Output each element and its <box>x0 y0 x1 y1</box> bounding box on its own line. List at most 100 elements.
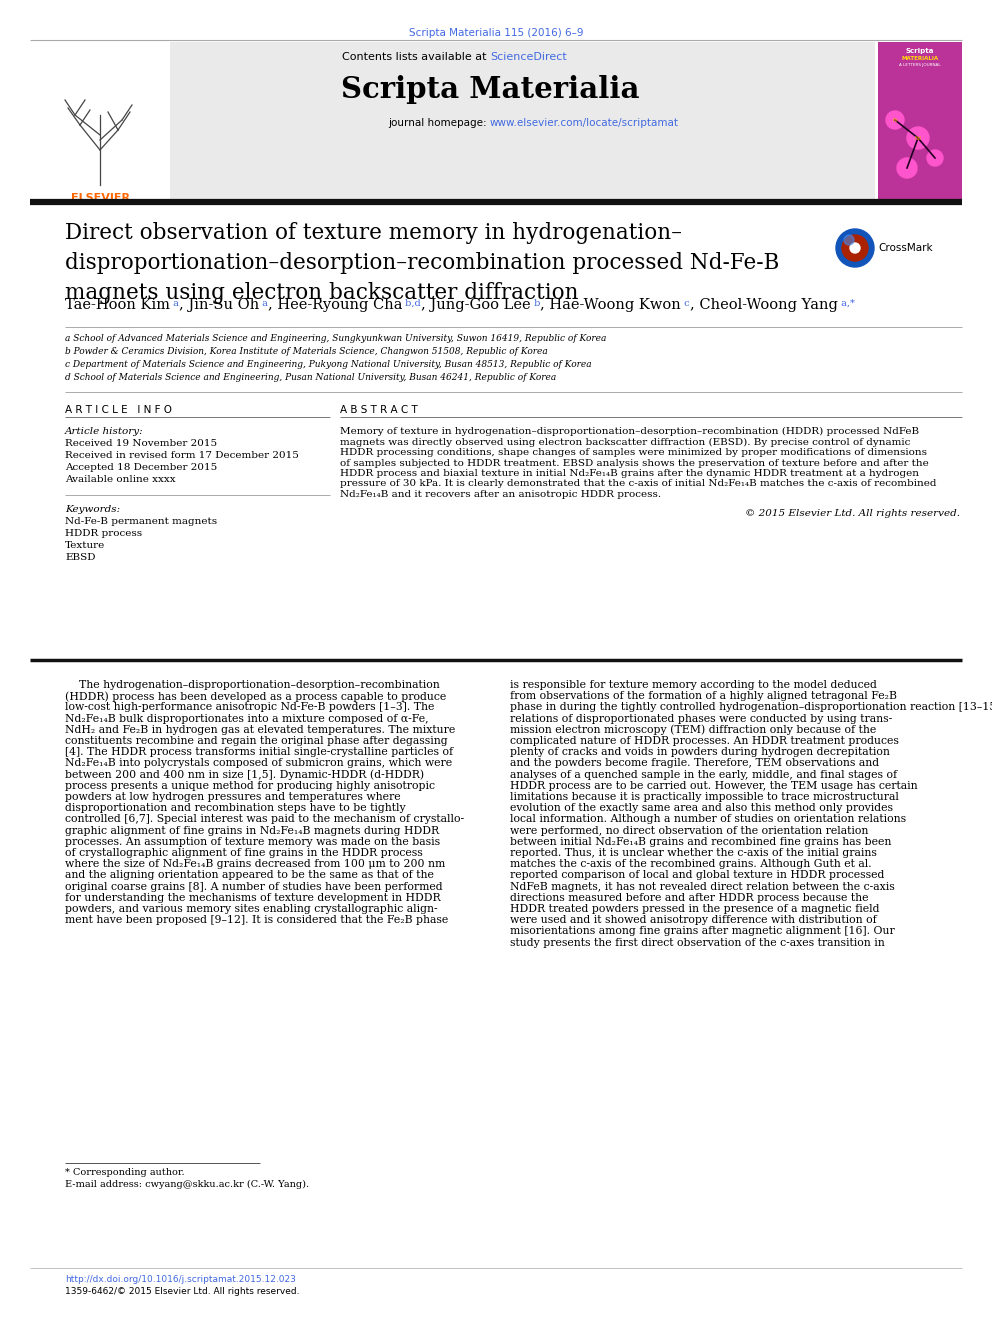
Text: from observations of the formation of a highly aligned tetragonal Fe₂B: from observations of the formation of a … <box>510 691 897 701</box>
Text: [4]. The HDDR process transforms initial single-crystalline particles of: [4]. The HDDR process transforms initial… <box>65 747 453 757</box>
Text: , Hee-Ryoung Cha: , Hee-Ryoung Cha <box>268 298 403 312</box>
Text: c Department of Materials Science and Engineering, Pukyong National University, : c Department of Materials Science and En… <box>65 360 591 369</box>
Text: © 2015 Elsevier Ltd. All rights reserved.: © 2015 Elsevier Ltd. All rights reserved… <box>745 508 960 517</box>
Text: MATERIALIA: MATERIALIA <box>902 56 938 61</box>
Text: powders, and various memory sites enabling crystallographic align-: powders, and various memory sites enabli… <box>65 904 437 914</box>
Text: EBSD: EBSD <box>65 553 95 562</box>
Circle shape <box>927 149 943 165</box>
Text: local information. Although a number of studies on orientation relations: local information. Although a number of … <box>510 815 906 824</box>
Text: study presents the first direct observation of the c-axes transition in: study presents the first direct observat… <box>510 938 885 947</box>
Text: of samples subjected to HDDR treatment. EBSD analysis shows the preservation of : of samples subjected to HDDR treatment. … <box>340 459 929 467</box>
Text: between initial Nd₂Fe₁₄B grains and recombined fine grains has been: between initial Nd₂Fe₁₄B grains and reco… <box>510 837 892 847</box>
Text: a School of Advanced Materials Science and Engineering, Sungkyunkwan University,: a School of Advanced Materials Science a… <box>65 333 606 343</box>
Text: Keywords:: Keywords: <box>65 505 120 515</box>
Circle shape <box>897 157 917 179</box>
Text: and the powders become fragile. Therefore, TEM observations and: and the powders become fragile. Therefor… <box>510 758 879 769</box>
Text: complicated nature of HDDR processes. An HDDR treatment produces: complicated nature of HDDR processes. An… <box>510 736 899 746</box>
Bar <box>30 42 875 200</box>
Text: A LETTERS JOURNAL: A LETTERS JOURNAL <box>899 64 940 67</box>
Text: relations of disproportionated phases were conducted by using trans-: relations of disproportionated phases we… <box>510 713 892 724</box>
Text: were used and it showed anisotropy difference with distribution of: were used and it showed anisotropy diffe… <box>510 916 877 925</box>
Text: , Jin-Su Oh: , Jin-Su Oh <box>179 298 259 312</box>
Text: magnets was directly observed using electron backscatter diffraction (EBSD). By : magnets was directly observed using elec… <box>340 438 911 447</box>
Text: limitations because it is practically impossible to trace microstructural: limitations because it is practically im… <box>510 792 899 802</box>
Text: Fe: Fe <box>892 118 898 123</box>
Text: NdH₂ and Fe₂B in hydrogen gas at elevated temperatures. The mixture: NdH₂ and Fe₂B in hydrogen gas at elevate… <box>65 725 455 734</box>
Text: Available online xxxx: Available online xxxx <box>65 475 176 484</box>
Text: b Powder & Ceramics Division, Korea Institute of Materials Science, Changwon 515: b Powder & Ceramics Division, Korea Inst… <box>65 347 548 356</box>
Text: were performed, no direct observation of the orientation relation: were performed, no direct observation of… <box>510 826 868 836</box>
Text: Contents lists available at: Contents lists available at <box>342 52 490 62</box>
Text: HDDR processing conditions, shape changes of samples were minimized by proper mo: HDDR processing conditions, shape change… <box>340 448 927 456</box>
Text: c: c <box>681 299 689 308</box>
Text: plenty of cracks and voids in powders during hydrogen decrepitation: plenty of cracks and voids in powders du… <box>510 747 890 757</box>
Text: b,d: b,d <box>403 299 422 308</box>
Text: powders at low hydrogen pressures and temperatures where: powders at low hydrogen pressures and te… <box>65 792 401 802</box>
Text: Tae-Hoon Kim: Tae-Hoon Kim <box>65 298 170 312</box>
Text: processes. An assumption of texture memory was made on the basis: processes. An assumption of texture memo… <box>65 837 440 847</box>
Text: graphic alignment of fine grains in Nd₂Fe₁₄B magnets during HDDR: graphic alignment of fine grains in Nd₂F… <box>65 826 439 836</box>
Text: Memory of texture in hydrogenation–disproportionation–desorption–recombination (: Memory of texture in hydrogenation–dispr… <box>340 427 920 437</box>
Text: Nd-Fe-B permanent magnets: Nd-Fe-B permanent magnets <box>65 517 217 527</box>
Text: mission electron microscopy (TEM) diffraction only because of the: mission electron microscopy (TEM) diffra… <box>510 725 876 736</box>
Text: Texture: Texture <box>65 541 105 550</box>
Text: a: a <box>170 299 179 308</box>
Text: controlled [6,7]. Special interest was paid to the mechanism of crystallo-: controlled [6,7]. Special interest was p… <box>65 815 464 824</box>
Text: reported comparison of local and global texture in HDDR processed: reported comparison of local and global … <box>510 871 885 880</box>
Text: d School of Materials Science and Engineering, Pusan National University, Busan : d School of Materials Science and Engine… <box>65 373 557 382</box>
Text: misorientations among fine grains after magnetic alignment [16]. Our: misorientations among fine grains after … <box>510 926 895 937</box>
Text: b: b <box>531 299 541 308</box>
Text: matches the c-axis of the recombined grains. Although Guth et al.: matches the c-axis of the recombined gra… <box>510 859 872 869</box>
Text: journal homepage:: journal homepage: <box>388 118 490 128</box>
Text: Scripta Materialia: Scripta Materialia <box>340 75 639 105</box>
Text: Direct observation of texture memory in hydrogenation–: Direct observation of texture memory in … <box>65 222 682 243</box>
Text: where the size of Nd₂Fe₁₄B grains decreased from 100 μm to 200 nm: where the size of Nd₂Fe₁₄B grains decrea… <box>65 859 445 869</box>
Text: Received in revised form 17 December 2015: Received in revised form 17 December 201… <box>65 451 299 460</box>
Text: Scripta Materialia 115 (2016) 6–9: Scripta Materialia 115 (2016) 6–9 <box>409 28 583 38</box>
Text: Scripta: Scripta <box>906 48 934 54</box>
Text: * Corresponding author.: * Corresponding author. <box>65 1168 185 1177</box>
Text: Article history:: Article history: <box>65 427 144 437</box>
Text: disproportionation and recombination steps have to be tightly: disproportionation and recombination ste… <box>65 803 406 814</box>
Text: 1359-6462/© 2015 Elsevier Ltd. All rights reserved.: 1359-6462/© 2015 Elsevier Ltd. All right… <box>65 1287 300 1297</box>
Text: is responsible for texture memory according to the model deduced: is responsible for texture memory accord… <box>510 680 877 691</box>
Circle shape <box>844 235 854 245</box>
Text: http://dx.doi.org/10.1016/j.scriptamat.2015.12.023: http://dx.doi.org/10.1016/j.scriptamat.2… <box>65 1275 296 1285</box>
Bar <box>878 42 962 200</box>
Text: E-mail address: cwyang@skku.ac.kr (C.-W. Yang).: E-mail address: cwyang@skku.ac.kr (C.-W.… <box>65 1180 310 1189</box>
Text: for understanding the mechanisms of texture development in HDDR: for understanding the mechanisms of text… <box>65 893 440 902</box>
Text: Received 19 November 2015: Received 19 November 2015 <box>65 439 217 448</box>
Text: and the aligning orientation appeared to be the same as that of the: and the aligning orientation appeared to… <box>65 871 434 880</box>
Text: Nd₂Fe₁₄B bulk disproportionates into a mixture composed of α-Fe,: Nd₂Fe₁₄B bulk disproportionates into a m… <box>65 713 429 724</box>
Text: , Jung-Goo Lee: , Jung-Goo Lee <box>422 298 531 312</box>
Text: pressure of 30 kPa. It is clearly demonstrated that the c-axis of initial Nd₂Fe₁: pressure of 30 kPa. It is clearly demons… <box>340 479 936 488</box>
Circle shape <box>907 127 929 149</box>
Text: low-cost high-performance anisotropic Nd-Fe-B powders [1–3]. The: low-cost high-performance anisotropic Nd… <box>65 703 434 712</box>
Text: CrossMark: CrossMark <box>878 243 932 253</box>
Text: HDDR process are to be carried out. However, the TEM usage has certain: HDDR process are to be carried out. Howe… <box>510 781 918 791</box>
Text: evolution of the exactly same area and also this method only provides: evolution of the exactly same area and a… <box>510 803 893 814</box>
Text: process presents a unique method for producing highly anisotropic: process presents a unique method for pro… <box>65 781 435 791</box>
Text: NdFeB magnets, it has not revealed direct relation between the c-axis: NdFeB magnets, it has not revealed direc… <box>510 881 895 892</box>
Text: HDDR process: HDDR process <box>65 529 142 538</box>
Text: The hydrogenation–disproportionation–desorption–recombination: The hydrogenation–disproportionation–des… <box>65 680 439 691</box>
Text: , Hae-Woong Kwon: , Hae-Woong Kwon <box>541 298 681 312</box>
Text: Accepted 18 December 2015: Accepted 18 December 2015 <box>65 463 217 472</box>
Bar <box>30 42 170 200</box>
Text: ScienceDirect: ScienceDirect <box>490 52 566 62</box>
Text: a: a <box>259 299 268 308</box>
Circle shape <box>850 243 860 253</box>
Text: reported. Thus, it is unclear whether the c-axis of the initial grains: reported. Thus, it is unclear whether th… <box>510 848 877 859</box>
Text: ment have been proposed [9–12]. It is considered that the Fe₂B phase: ment have been proposed [9–12]. It is co… <box>65 916 448 925</box>
Text: ELSEVIER: ELSEVIER <box>70 193 130 202</box>
Text: HDDR treated powders pressed in the presence of a magnetic field: HDDR treated powders pressed in the pres… <box>510 904 880 914</box>
Text: Nd: Nd <box>915 135 922 140</box>
Text: original coarse grains [8]. A number of studies have been performed: original coarse grains [8]. A number of … <box>65 881 442 892</box>
Text: www.elsevier.com/locate/scriptamat: www.elsevier.com/locate/scriptamat <box>490 118 679 128</box>
Text: phase in during the tightly controlled hydrogenation–disproportionation reaction: phase in during the tightly controlled h… <box>510 703 992 712</box>
Text: HDDR process and biaxial texture in initial Nd₂Fe₁₄B grains after the dynamic HD: HDDR process and biaxial texture in init… <box>340 468 919 478</box>
Text: directions measured before and after HDDR process because the: directions measured before and after HDD… <box>510 893 869 902</box>
Circle shape <box>886 111 904 130</box>
Text: Nd₂Fe₁₄B into polycrystals composed of submicron grains, which were: Nd₂Fe₁₄B into polycrystals composed of s… <box>65 758 452 769</box>
Text: between 200 and 400 nm in size [1,5]. Dynamic-HDDR (d-HDDR): between 200 and 400 nm in size [1,5]. Dy… <box>65 770 425 781</box>
